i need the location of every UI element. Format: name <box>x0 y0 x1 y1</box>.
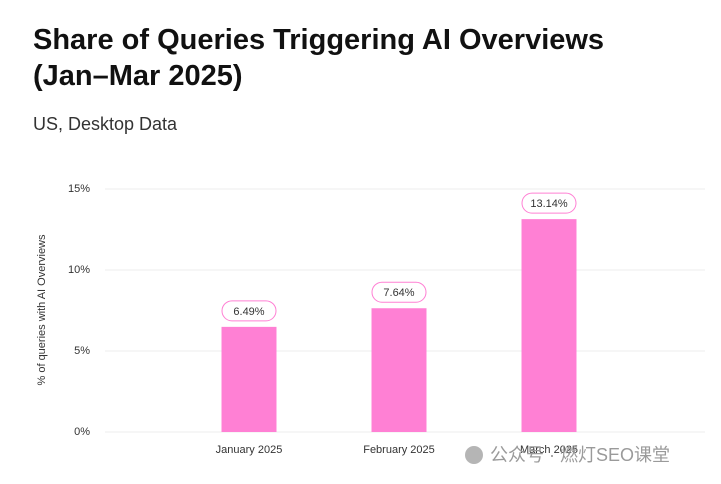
bar <box>371 308 427 432</box>
value-label: 6.49% <box>233 306 264 318</box>
chart-subtitle: US, Desktop Data <box>33 114 178 134</box>
chart-title: Share of Queries Triggering AI Overviews… <box>33 24 605 92</box>
y-tick-label: 5% <box>74 345 90 357</box>
value-label-pill <box>221 300 277 322</box>
y-tick-label: 15% <box>68 183 90 195</box>
y-axis-label: % of queries with AI Overviews <box>36 234 48 386</box>
y-tick-label: 10% <box>68 264 90 276</box>
value-label: 13.14% <box>530 198 568 210</box>
watermark: 公众号 · 燃灯SEO课堂 <box>490 445 670 465</box>
value-label-pill <box>371 281 427 303</box>
y-tick-label: 0% <box>74 426 90 438</box>
x-tick-label: March 2025 <box>520 444 578 456</box>
watermark-icon <box>465 446 483 464</box>
x-tick-label: February 2025 <box>363 444 435 456</box>
x-tick-label: January 2025 <box>216 444 283 456</box>
value-label-pill <box>521 192 577 214</box>
bar <box>221 326 277 432</box>
value-label: 7.64% <box>383 287 414 299</box>
bar <box>521 219 577 432</box>
